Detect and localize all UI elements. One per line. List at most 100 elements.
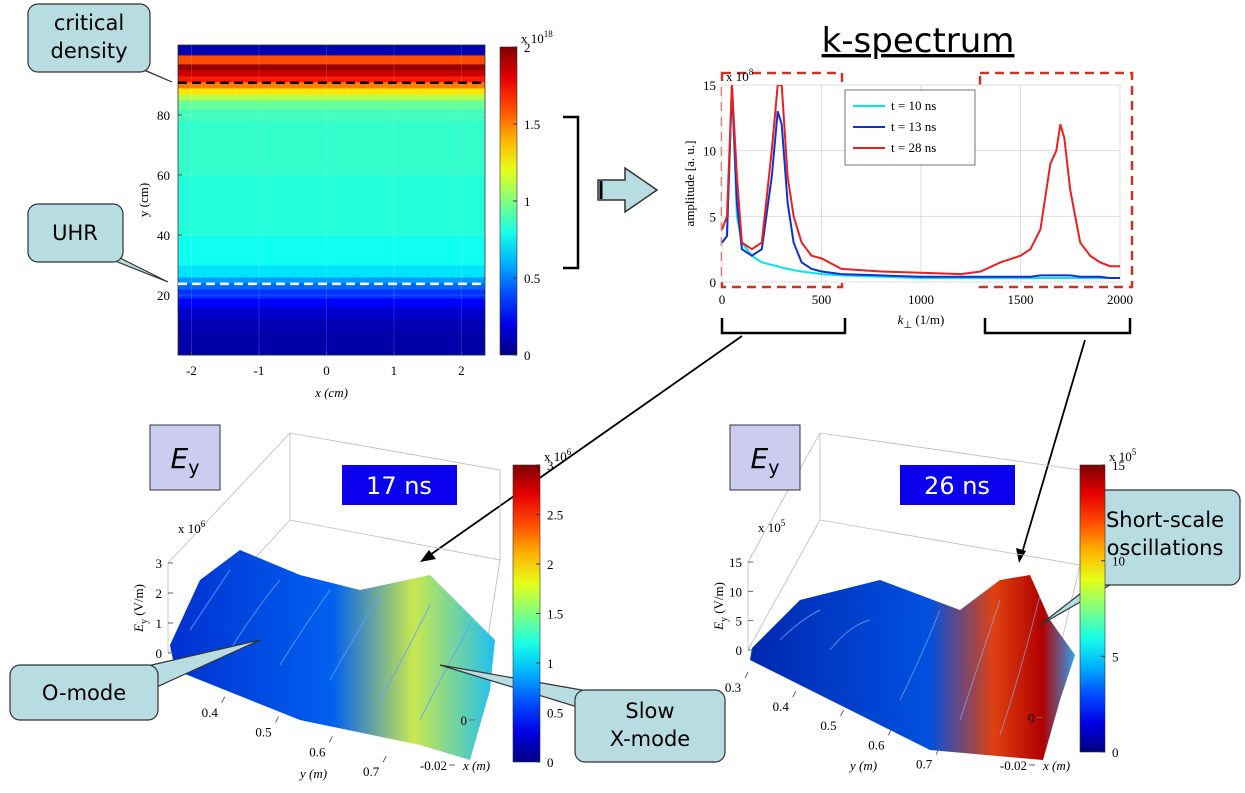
callout (9, 639, 726, 763)
callout-text: O-mode (42, 681, 126, 705)
x-tick-label: 0 (323, 363, 330, 378)
multiplier: x 106 (178, 519, 206, 536)
heat-band (178, 234, 485, 266)
multiplier-base: x 10 (178, 521, 201, 536)
multiplier-base: x 10 (726, 69, 749, 84)
x-tick-label: 1 (391, 363, 398, 378)
y-tick (382, 755, 387, 763)
multiplier-exponent: 5 (1132, 447, 1137, 457)
y-axis-label: y (cm) (136, 183, 151, 217)
colorbar-tick-label: 1.5 (547, 607, 563, 622)
multiplier-exponent: 5 (781, 518, 786, 528)
y-tick (275, 716, 280, 723)
y-tick-label: 10 (703, 144, 716, 159)
heat-band (178, 81, 485, 89)
y-tick-label: 0.6 (868, 737, 885, 752)
y-tick-label: 0.7 (916, 756, 933, 771)
callout-line: X-mode (610, 727, 690, 751)
colorbar-tick-label: 1 (547, 656, 554, 671)
z-tick-label: 10 (729, 584, 742, 599)
y-tick-label: 60 (157, 168, 170, 183)
colorbar (512, 464, 541, 763)
z-tick-label: 5 (736, 614, 743, 629)
time-box (342, 465, 457, 505)
colorbar-tick-label: 2 (547, 557, 554, 572)
time-label: 26 ns (924, 472, 990, 500)
y-tick (328, 736, 333, 743)
z-axis-subscript: y (719, 617, 730, 622)
z-axis-unit: (V/m) (131, 584, 146, 619)
x-axis-label: x (cm) (314, 385, 348, 400)
heat-band (178, 63, 485, 71)
y-tick (744, 671, 749, 679)
y-axis-label: y (m) (848, 758, 877, 773)
colorbar-tick-label: 15 (1112, 458, 1125, 473)
multiplier: x 106 (544, 447, 572, 464)
series-line (722, 85, 1120, 280)
x-tick-label: -0.02 (1000, 758, 1027, 773)
callout-text: density (51, 39, 128, 63)
z-tick-label: 15 (729, 555, 742, 570)
multiplier: x 105 (1109, 447, 1137, 464)
x-tick-label: 0 (1028, 711, 1035, 726)
x-tick-label: -1 (254, 363, 265, 378)
x-tick-label: -0.02 (420, 758, 447, 773)
z-tick-label: 2 (156, 586, 163, 601)
y-tick-label: 0.4 (773, 699, 790, 714)
y-tick-label: 0.5 (255, 725, 271, 740)
y-tick (792, 690, 797, 698)
series-line (722, 85, 1120, 276)
z-axis-subscript: y (139, 619, 150, 624)
z-axis-symbol: E (131, 624, 146, 633)
y-tick-label: 0.3 (725, 680, 741, 695)
chart-title: k-spectrum (822, 21, 1015, 61)
y-tick (935, 748, 940, 755)
heat-band (178, 288, 485, 299)
x-axis-unit: (1/m) (912, 312, 944, 327)
y-tick-label: 0 (710, 275, 717, 290)
y-tick (221, 696, 226, 704)
series-line (722, 85, 1120, 280)
callout-line: Short-scale (1106, 508, 1224, 532)
colorbar-tick-label: 0.5 (524, 271, 540, 286)
colorbar-tick-label: 0.5 (547, 706, 563, 721)
heat-band (178, 276, 485, 284)
x-tick-label: 0 (461, 713, 468, 728)
y-axis-label: amplitude [a. u.] (682, 141, 697, 227)
z-axis-unit: (V/m) (711, 582, 726, 617)
y-tick-label: 80 (157, 108, 170, 123)
multiplier-exponent: 6 (201, 519, 206, 529)
x-tick-label: 1000 (908, 292, 934, 307)
time-label: 17 ns (366, 472, 432, 500)
heat-band (178, 108, 485, 122)
colorbar-tick-label: 1.5 (524, 117, 540, 132)
plot-frame (177, 44, 486, 356)
y-tick-label: 0.6 (309, 744, 326, 759)
multiplier-base: x 10 (1109, 449, 1132, 464)
heat-band (178, 54, 485, 65)
y-tick (840, 709, 845, 717)
time-box (900, 465, 1015, 505)
legend-label: t = 10 ns (891, 98, 936, 113)
heat-band (178, 306, 485, 320)
colorbar-tick-label: 1 (524, 194, 531, 209)
multiplier-base: x 10 (758, 520, 781, 535)
multiplier: x 108 (726, 67, 754, 84)
z-axis-label: Ey (V/m) (131, 584, 150, 633)
multiplier: x 105 (758, 518, 786, 535)
x-axis-label: x (m) (1042, 758, 1070, 773)
callout-text: Slow X-mode (610, 699, 690, 751)
x-tick-label: 500 (812, 292, 832, 307)
quantity-label: Ey (751, 442, 780, 479)
z-tick-label: 1 (156, 616, 163, 631)
x-tick-label: -2 (186, 363, 197, 378)
multiplier-base: x 10 (521, 31, 544, 46)
heat-band (178, 93, 485, 101)
multiplier-base: x 10 (544, 449, 567, 464)
heat-band (178, 297, 485, 308)
x-axis-symbol: k (898, 312, 904, 327)
multiplier: x 1018 (521, 29, 553, 46)
y-tick-label: 40 (157, 228, 170, 243)
x-tick-label: 2 (458, 363, 465, 378)
